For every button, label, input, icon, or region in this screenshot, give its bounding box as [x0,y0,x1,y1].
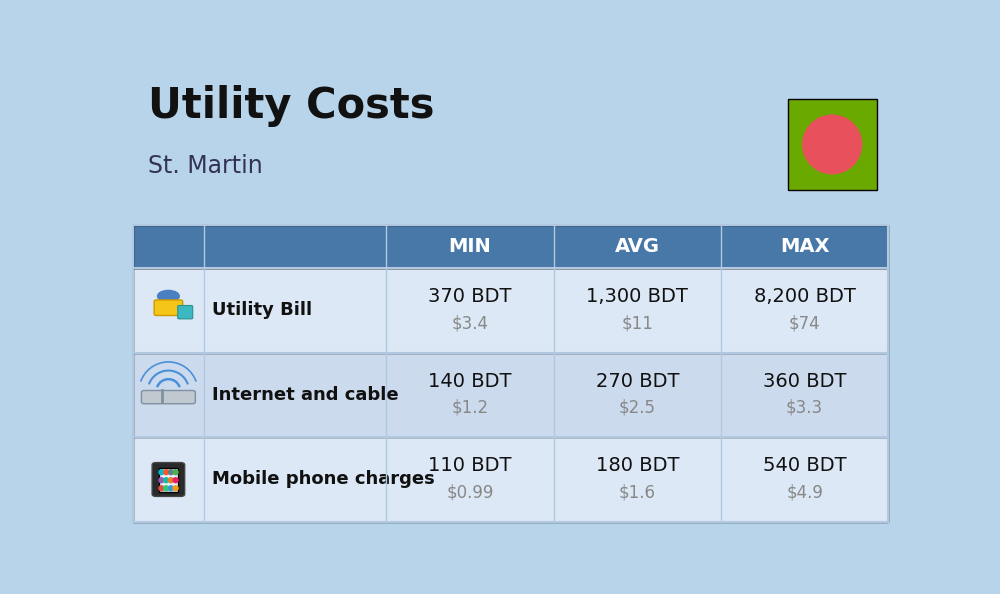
Text: 270 BDT: 270 BDT [596,372,679,391]
Text: $2.5: $2.5 [619,399,656,416]
Text: Mobile phone charges: Mobile phone charges [212,470,435,488]
Text: MAX: MAX [780,237,829,256]
FancyBboxPatch shape [133,437,888,522]
Text: 180 BDT: 180 BDT [596,456,679,475]
Text: $1.6: $1.6 [619,484,656,501]
Ellipse shape [158,290,179,302]
FancyBboxPatch shape [141,390,195,404]
Text: 540 BDT: 540 BDT [763,456,846,475]
Text: 8,200 BDT: 8,200 BDT [754,287,856,306]
Ellipse shape [159,470,164,475]
FancyBboxPatch shape [178,305,193,319]
Text: Utility Costs: Utility Costs [148,85,435,127]
Text: $3.3: $3.3 [786,399,823,416]
FancyBboxPatch shape [159,468,178,492]
Ellipse shape [168,478,173,483]
Ellipse shape [168,470,173,475]
Ellipse shape [159,478,164,483]
Ellipse shape [173,478,178,483]
Text: $1.2: $1.2 [451,399,488,416]
Text: MIN: MIN [448,237,491,256]
Text: $11: $11 [621,314,653,332]
FancyBboxPatch shape [788,99,877,190]
Text: Internet and cable: Internet and cable [212,386,398,404]
Text: 110 BDT: 110 BDT [428,456,512,475]
Text: 370 BDT: 370 BDT [428,287,512,306]
Ellipse shape [164,478,169,483]
FancyBboxPatch shape [133,268,888,353]
Ellipse shape [803,115,862,173]
Ellipse shape [173,470,178,475]
Ellipse shape [173,486,178,491]
Ellipse shape [168,486,173,491]
Text: $3.4: $3.4 [451,314,488,332]
Text: Utility Bill: Utility Bill [212,301,312,319]
Text: $4.9: $4.9 [786,484,823,501]
Text: 360 BDT: 360 BDT [763,372,846,391]
Text: 1,300 BDT: 1,300 BDT [586,287,688,306]
Ellipse shape [164,470,169,475]
Text: 140 BDT: 140 BDT [428,372,512,391]
FancyBboxPatch shape [133,225,888,268]
FancyBboxPatch shape [152,463,185,497]
Ellipse shape [164,486,169,491]
Ellipse shape [159,486,164,491]
Text: St. Martin: St. Martin [148,154,263,178]
Text: AVG: AVG [615,237,660,256]
Text: $0.99: $0.99 [446,484,494,501]
FancyBboxPatch shape [133,353,888,437]
Text: $74: $74 [789,314,820,332]
FancyBboxPatch shape [154,300,183,315]
